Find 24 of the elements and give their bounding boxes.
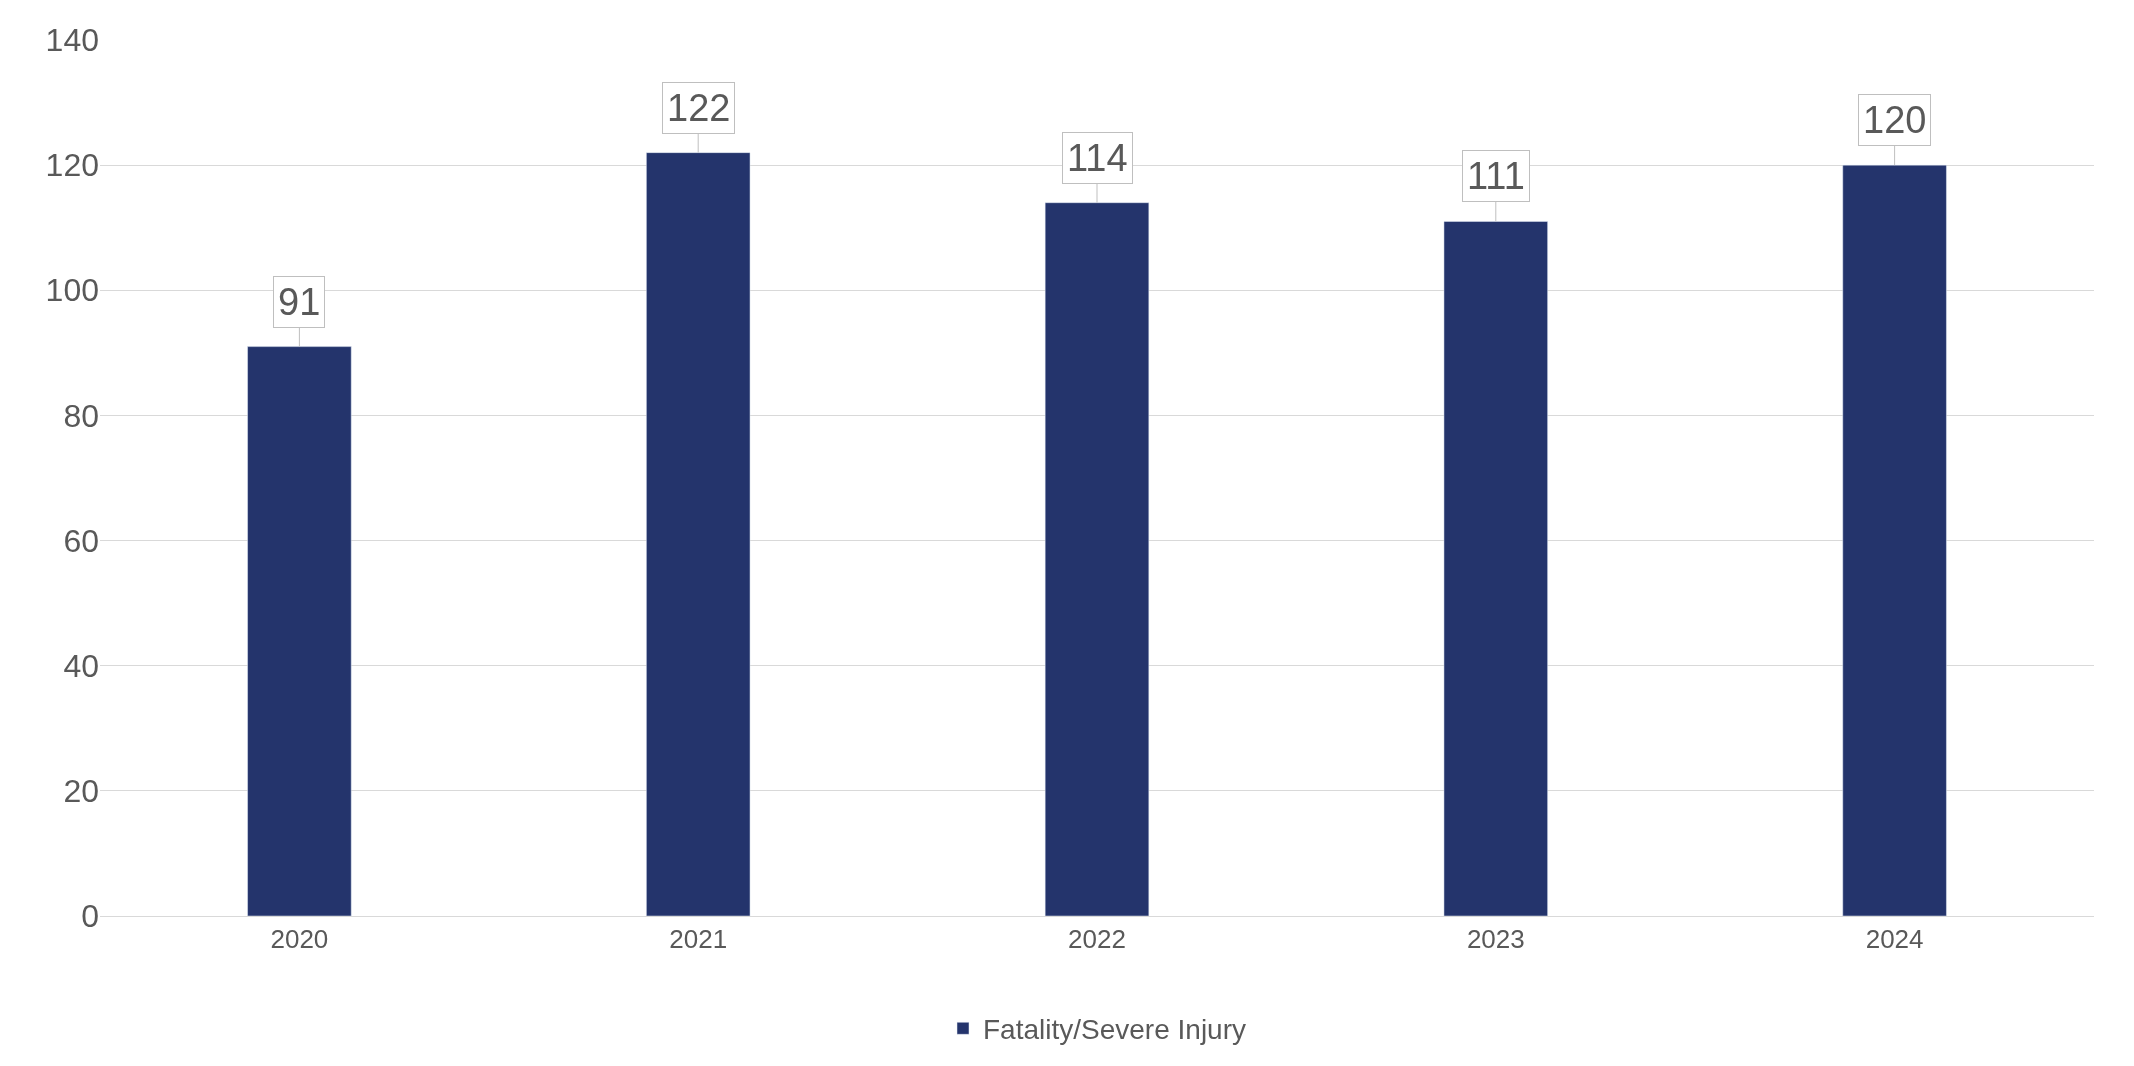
bar: [1842, 164, 1947, 916]
data-label: 91: [278, 281, 321, 323]
x-tick-label: 2021: [669, 924, 728, 955]
bar: [247, 346, 352, 916]
y-tick-label: 0: [81, 898, 99, 935]
bar: [646, 152, 751, 916]
y-tick-label: 20: [63, 773, 99, 810]
bar: [1044, 202, 1150, 916]
x-tick-label: 2022: [1068, 924, 1126, 955]
bar: [1443, 221, 1548, 916]
data-label: 114: [1067, 137, 1128, 179]
x-tick-label: 2023: [1466, 924, 1525, 955]
x-tick-label: 2020: [270, 924, 329, 955]
y-tick-label: 80: [63, 397, 99, 434]
y-tick-label: 40: [63, 647, 99, 684]
y-tick-label: 100: [45, 272, 99, 309]
data-label: 122: [667, 87, 731, 129]
data-label: 111: [1467, 155, 1525, 197]
y-tick-label: 140: [45, 22, 99, 59]
data-label: 120: [1863, 99, 1927, 141]
legend-label: Fatality/Severe Injury: [983, 1014, 1246, 1046]
x-tick-label: 2024: [1865, 924, 1924, 955]
y-tick-label: 120: [45, 147, 99, 184]
y-tick-label: 60: [63, 522, 99, 559]
